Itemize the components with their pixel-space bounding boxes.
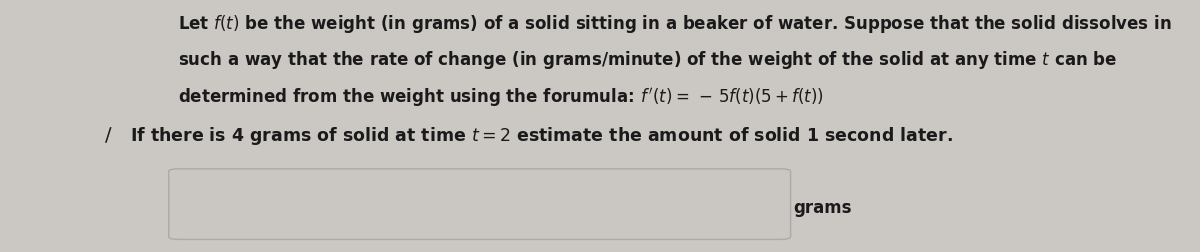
Text: If there is 4 grams of solid at time $t = 2$ estimate the amount of solid 1 seco: If there is 4 grams of solid at time $t … bbox=[130, 125, 953, 147]
Text: grams: grams bbox=[793, 199, 852, 217]
Text: Let $f(t)$ be the weight (in grams) of a solid sitting in a beaker of water. Sup: Let $f(t)$ be the weight (in grams) of a… bbox=[179, 13, 1172, 35]
Text: determined from the weight using the forumula: $f\,'(t) =\, -\,5f(t)(5 + f(t))$: determined from the weight using the for… bbox=[179, 86, 824, 109]
FancyBboxPatch shape bbox=[169, 169, 791, 239]
Text: ∕: ∕ bbox=[104, 127, 112, 146]
Text: such a way that the rate of change (in grams/minute) of the weight of the solid : such a way that the rate of change (in g… bbox=[179, 49, 1117, 71]
